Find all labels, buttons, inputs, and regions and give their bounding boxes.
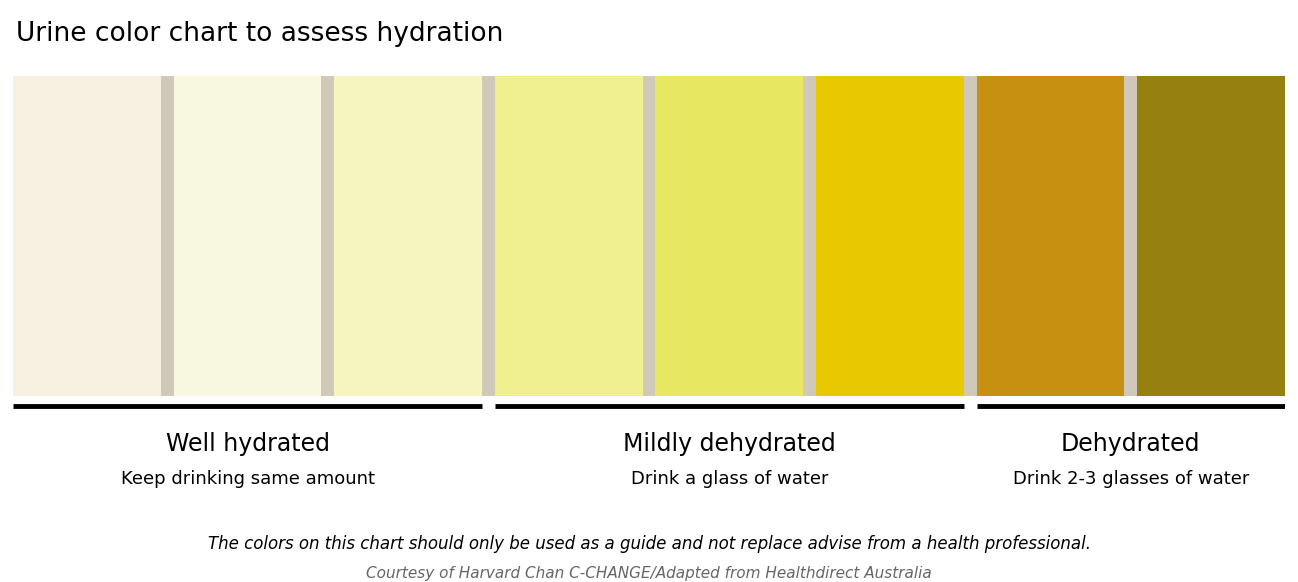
Bar bbox=[161, 76, 174, 396]
Text: Keep drinking same amount: Keep drinking same amount bbox=[121, 470, 375, 488]
Text: Drink 2-3 glasses of water: Drink 2-3 glasses of water bbox=[1012, 470, 1249, 488]
Bar bbox=[334, 76, 482, 396]
Bar bbox=[495, 76, 643, 396]
Bar bbox=[1124, 76, 1137, 396]
Text: The colors on this chart should only be used as a guide and not replace advise f: The colors on this chart should only be … bbox=[208, 535, 1090, 553]
Bar bbox=[174, 76, 322, 396]
Bar bbox=[322, 76, 334, 396]
Bar bbox=[1137, 76, 1285, 396]
Text: Well hydrated: Well hydrated bbox=[166, 432, 330, 456]
Bar bbox=[655, 76, 803, 396]
Bar bbox=[816, 76, 964, 396]
Text: Dehydrated: Dehydrated bbox=[1060, 432, 1201, 456]
Bar bbox=[13, 76, 161, 396]
Bar bbox=[803, 76, 816, 396]
Text: Urine color chart to assess hydration: Urine color chart to assess hydration bbox=[16, 21, 502, 47]
Text: Drink a glass of water: Drink a glass of water bbox=[631, 470, 828, 488]
Text: Mildly dehydrated: Mildly dehydrated bbox=[623, 432, 836, 456]
Bar bbox=[976, 76, 1124, 396]
Bar bbox=[964, 76, 976, 396]
Text: Courtesy of Harvard Chan C-CHANGE/Adapted from Healthdirect Australia: Courtesy of Harvard Chan C-CHANGE/Adapte… bbox=[366, 566, 932, 581]
Bar bbox=[482, 76, 495, 396]
Bar bbox=[643, 76, 655, 396]
